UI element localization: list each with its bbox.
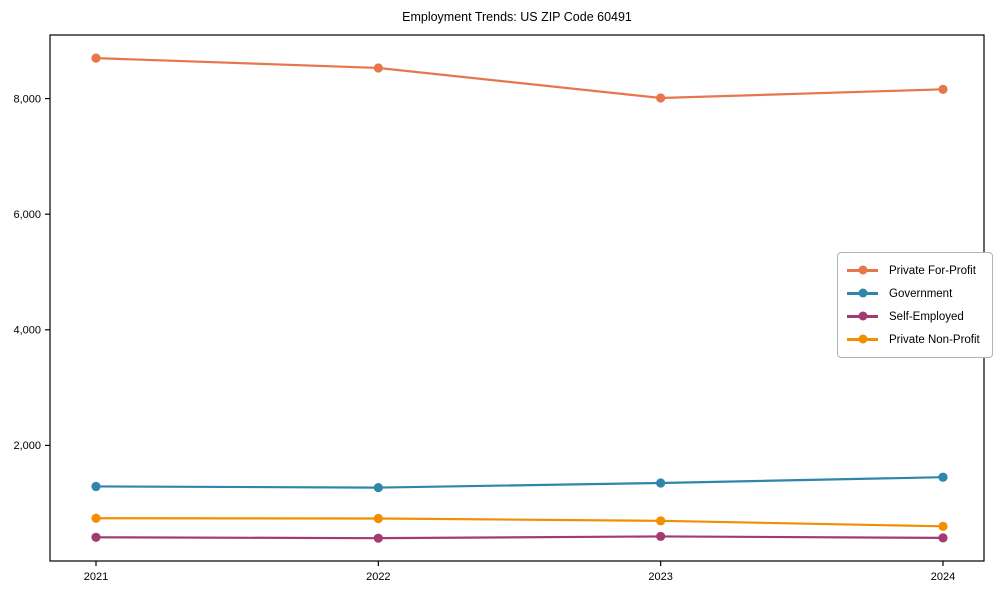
legend-item-private-non-profit: Private Non-Profit	[847, 328, 980, 351]
legend-line-icon	[847, 311, 878, 321]
data-point-government-2022	[373, 482, 383, 493]
legend: Private For-Profit Government Self-Employe…	[837, 252, 993, 358]
series-line-self-employed	[95, 535, 944, 540]
y-axis-tick-label: 2,000	[13, 440, 41, 452]
legend-marker-icon	[858, 288, 867, 298]
series-line-private-non-profit	[95, 517, 944, 528]
data-point-private-for-profit-2022	[373, 63, 383, 73]
data-point-private-non-profit-2021	[91, 513, 101, 523]
legend-item-private-for-profit: Private For-Profit	[847, 259, 980, 282]
data-point-private-non-profit-2023	[656, 516, 666, 526]
legend-marker-icon	[858, 265, 867, 275]
legend-line-icon	[847, 334, 878, 344]
data-point-self-employed-2024	[938, 533, 948, 543]
chart-title: Employment Trends: US ZIP Code 60491	[402, 10, 632, 24]
x-axis-tick-label: 2021	[84, 571, 108, 583]
data-point-private-for-profit-2024	[938, 84, 948, 94]
legend-label: Self-Employed	[889, 310, 964, 323]
y-axis-tick-label: 4,000	[13, 325, 41, 337]
legend-item-self-employed: Self-Employed	[847, 305, 980, 328]
data-point-self-employed-2021	[91, 532, 101, 542]
legend-line-icon	[847, 288, 878, 298]
data-point-private-for-profit-2023	[656, 93, 666, 103]
data-point-private-non-profit-2024	[938, 521, 948, 531]
legend-label: Government	[889, 287, 953, 300]
y-axis-tick-label: 6,000	[13, 209, 41, 221]
data-point-government-2024	[938, 472, 948, 482]
legend-line-icon	[847, 265, 878, 275]
x-axis-tick-label: 2023	[648, 571, 672, 583]
x-axis-tick-label: 2024	[931, 571, 955, 583]
legend-item-government: Government	[847, 282, 980, 305]
legend-marker-icon	[858, 334, 867, 344]
data-point-government-2021	[91, 481, 101, 492]
data-point-private-non-profit-2022	[373, 513, 383, 524]
series-line-private-for-profit	[95, 57, 944, 100]
data-point-self-employed-2022	[373, 533, 383, 543]
y-axis-tick-label: 8,000	[13, 93, 41, 105]
data-point-private-for-profit-2021	[91, 53, 101, 63]
data-point-government-2023	[656, 478, 666, 488]
legend-label: Private For-Profit	[889, 264, 976, 277]
legend-label: Private Non-Profit	[889, 333, 980, 346]
legend-marker-icon	[858, 311, 867, 321]
data-point-self-employed-2023	[656, 531, 666, 542]
x-axis-tick-label: 2022	[366, 571, 390, 583]
series-line-government	[95, 476, 944, 489]
